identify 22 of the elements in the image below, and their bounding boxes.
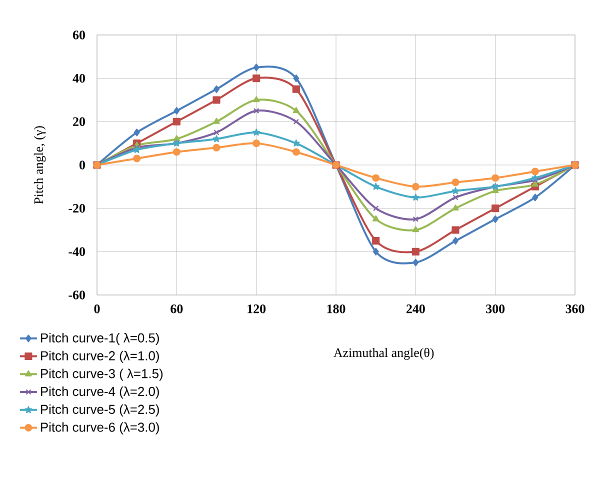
x-tick-label: 0: [94, 304, 100, 314]
x-tick-label: 240: [406, 304, 425, 314]
y-tick-label: 40: [72, 74, 85, 83]
legend-label: Pitch curve-1( λ=0.5): [40, 332, 159, 346]
y-tick-label: -60: [68, 290, 85, 300]
x-tick-label: 180: [327, 304, 346, 314]
y-axis-title: Pitch angle, (γ): [34, 126, 46, 204]
x-tick-label: 60: [170, 304, 183, 314]
legend-label: Pitch curve-2 (λ=1.0): [40, 350, 159, 363]
y-tick-label: 0: [80, 160, 85, 170]
x-tick-label: 300: [486, 304, 505, 314]
legend-label: Pitch curve-3 ( λ=1.5): [40, 368, 163, 381]
y-tick-label: 60: [72, 30, 85, 40]
legend-label: Pitch curve-4 (λ=2.0): [40, 386, 159, 399]
y-tick-label: -40: [68, 247, 85, 256]
legend-label: Pitch curve-5 (λ=2.5): [40, 404, 159, 416]
x-axis-title: Azimuthal angle(θ): [334, 348, 434, 360]
x-tick-label: 120: [248, 304, 266, 314]
legend-label: Pitch curve-6 (λ=3.0): [40, 422, 159, 434]
y-tick-label: -20: [68, 204, 85, 213]
y-tick-label: 20: [73, 117, 85, 126]
x-tick-label: 360: [566, 304, 584, 314]
